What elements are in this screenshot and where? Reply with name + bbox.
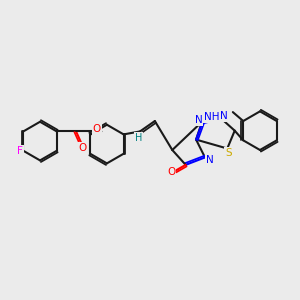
Text: H: H: [135, 133, 142, 143]
Text: N: N: [206, 155, 213, 165]
Text: O: O: [93, 124, 101, 134]
Text: F: F: [17, 146, 23, 156]
Text: O: O: [167, 167, 175, 177]
Text: O: O: [79, 143, 87, 153]
Text: N: N: [220, 111, 227, 121]
Text: S: S: [226, 148, 232, 158]
Text: NH: NH: [204, 112, 220, 122]
Text: N: N: [195, 115, 202, 125]
